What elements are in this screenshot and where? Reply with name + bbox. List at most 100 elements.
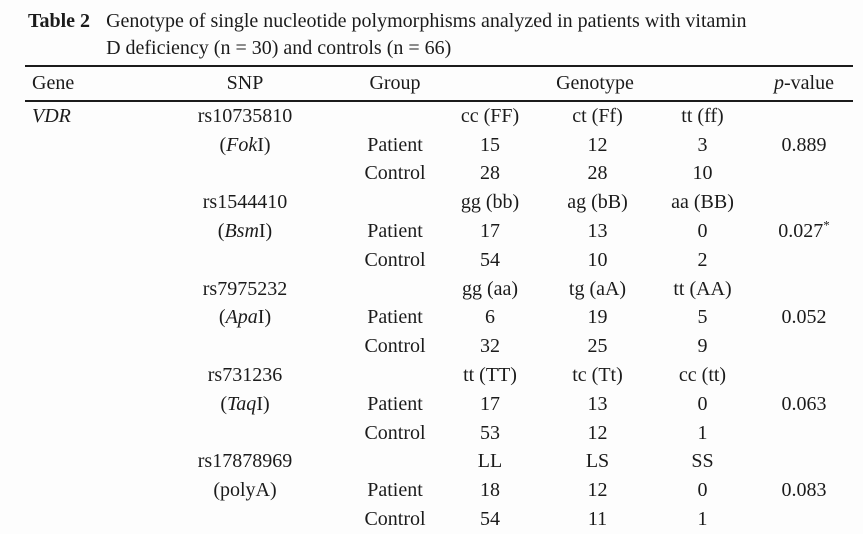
genotype-label-cell: gg (bb)	[460, 191, 520, 214]
group-label-cell: Control	[364, 162, 426, 185]
column-header-snp: SNP	[135, 66, 355, 102]
pvalue-cell: 0.889	[755, 131, 853, 160]
pvalue: 0.063	[781, 392, 827, 415]
empty-cell	[25, 188, 135, 217]
column-header-gene: Gene	[25, 66, 135, 102]
count-cell: 1	[697, 421, 708, 444]
count-cell: 10	[692, 162, 713, 185]
genotype-label-cell: cc (FF)	[460, 104, 520, 127]
genotype-label-cell: tt (ff)	[681, 104, 724, 127]
count-cell: 11	[587, 508, 608, 531]
genotype-label-cell: tg (aA)	[568, 277, 627, 300]
count-cell: 12	[587, 479, 608, 502]
table-header-row: Gene SNP Group Genotype p-value	[25, 66, 853, 102]
genotype-label-cell: tc (Tt)	[572, 364, 623, 387]
pvalue: 0.083	[781, 479, 827, 502]
empty-cell	[355, 188, 435, 217]
gene-cell: VDR	[25, 101, 135, 131]
enzyme-italic: Fok	[226, 133, 258, 156]
genotype-label-cell: tt (TT)	[463, 364, 517, 387]
count-cell: 54	[480, 508, 500, 531]
enzyme-pre: (	[217, 220, 225, 243]
count-cell: 0	[697, 392, 708, 415]
group-label-cell: Control	[364, 335, 426, 358]
table-row: VDR rs10735810 cc (FF) ct (Ff) tt (ff)	[25, 101, 853, 131]
enzyme-post: I)	[256, 392, 270, 415]
table-row: Control 32 25 9	[25, 332, 853, 361]
count-cell: 3	[697, 133, 708, 156]
enzyme-post: I)	[257, 133, 271, 156]
table-row: rs731236 tt (TT) tc (Tt) cc (tt)	[25, 361, 853, 390]
enzyme-cell: (BsmI)	[135, 217, 355, 246]
empty-cell	[135, 332, 355, 361]
table-row: rs17878969 LL LS SS	[25, 448, 853, 477]
count-cell: 28	[587, 162, 608, 185]
caption-line: D deficiency (n = 30) and controls (n = …	[106, 37, 452, 59]
count-cell: 17	[480, 220, 500, 243]
empty-cell	[25, 448, 135, 477]
column-header-group: Group	[355, 66, 435, 102]
empty-cell	[755, 448, 853, 477]
genotype-label-cell: ct (Ff)	[572, 104, 623, 127]
count-cell: 54	[480, 248, 500, 271]
column-header-pvalue: p-value	[755, 66, 853, 102]
enzyme-italic: Bsm	[224, 220, 259, 243]
count-cell: 25	[587, 335, 608, 358]
empty-cell	[25, 390, 135, 419]
genotype-label-cell: SS	[691, 450, 714, 473]
count-cell: 17	[480, 392, 500, 415]
column-header-genotype: Genotype	[435, 66, 755, 102]
empty-cell	[355, 275, 435, 304]
pvalue-cell: 0.052	[755, 304, 853, 333]
table-row: (polyA) Patient 18 12 0 0.083	[25, 476, 853, 505]
empty-cell	[755, 160, 853, 189]
count-cell: 13	[587, 392, 608, 415]
count-cell: 1	[697, 508, 708, 531]
group-label-cell: Patient	[367, 133, 423, 156]
snp-id-cell: rs17878969	[197, 450, 293, 473]
empty-cell	[25, 476, 135, 505]
count-cell: 15	[480, 133, 500, 156]
enzyme-pre: (	[220, 392, 228, 415]
group-label-cell: Patient	[367, 220, 423, 243]
empty-cell	[25, 131, 135, 160]
empty-cell	[755, 505, 853, 534]
count-cell: 12	[587, 421, 608, 444]
pvalue: 0.889	[781, 133, 827, 156]
enzyme-pre: (	[218, 306, 226, 329]
significance-mark: *	[823, 217, 830, 233]
empty-cell	[755, 101, 853, 131]
empty-cell	[135, 246, 355, 275]
pvalue-cell: 0.027*	[755, 217, 853, 246]
empty-cell	[755, 246, 853, 275]
group-label-cell: Patient	[367, 306, 423, 329]
group-label-cell: Patient	[367, 392, 423, 415]
enzyme-pre: (	[219, 133, 227, 156]
enzyme-cell: (FokI)	[135, 131, 355, 160]
table-caption-text: Genotype of single nucleotide polymorphi…	[106, 8, 746, 62]
table-caption-number: Table 2	[28, 10, 91, 32]
table-row: (TaqI) Patient 17 13 0 0.063	[25, 390, 853, 419]
empty-cell	[25, 361, 135, 390]
count-cell: 12	[587, 133, 608, 156]
table-row: Control 54 11 1	[25, 505, 853, 534]
genotype-label-cell: gg (aa)	[461, 277, 519, 300]
pvalue-cell: 0.083	[755, 476, 853, 505]
caption-line: Genotype of single nucleotide polymorphi…	[106, 10, 747, 32]
table-row: rs7975232 gg (aa) tg (aA) tt (AA)	[25, 275, 853, 304]
enzyme-post: I)	[257, 306, 272, 329]
group-label-cell: Control	[364, 421, 426, 444]
genotype-label-cell: LL	[477, 450, 503, 473]
count-cell: 9	[697, 335, 708, 358]
count-cell: 0	[697, 479, 708, 502]
empty-cell	[25, 304, 135, 333]
group-label-cell: Control	[364, 248, 426, 271]
table-row: (ApaI) Patient 6 19 5 0.052	[25, 304, 853, 333]
enzyme-cell: (TaqI)	[135, 390, 355, 419]
count-cell: 19	[587, 306, 608, 329]
group-label-cell: Control	[364, 508, 426, 531]
empty-cell	[25, 505, 135, 534]
table-row: Control 54 10 2	[25, 246, 853, 275]
empty-cell	[135, 505, 355, 534]
